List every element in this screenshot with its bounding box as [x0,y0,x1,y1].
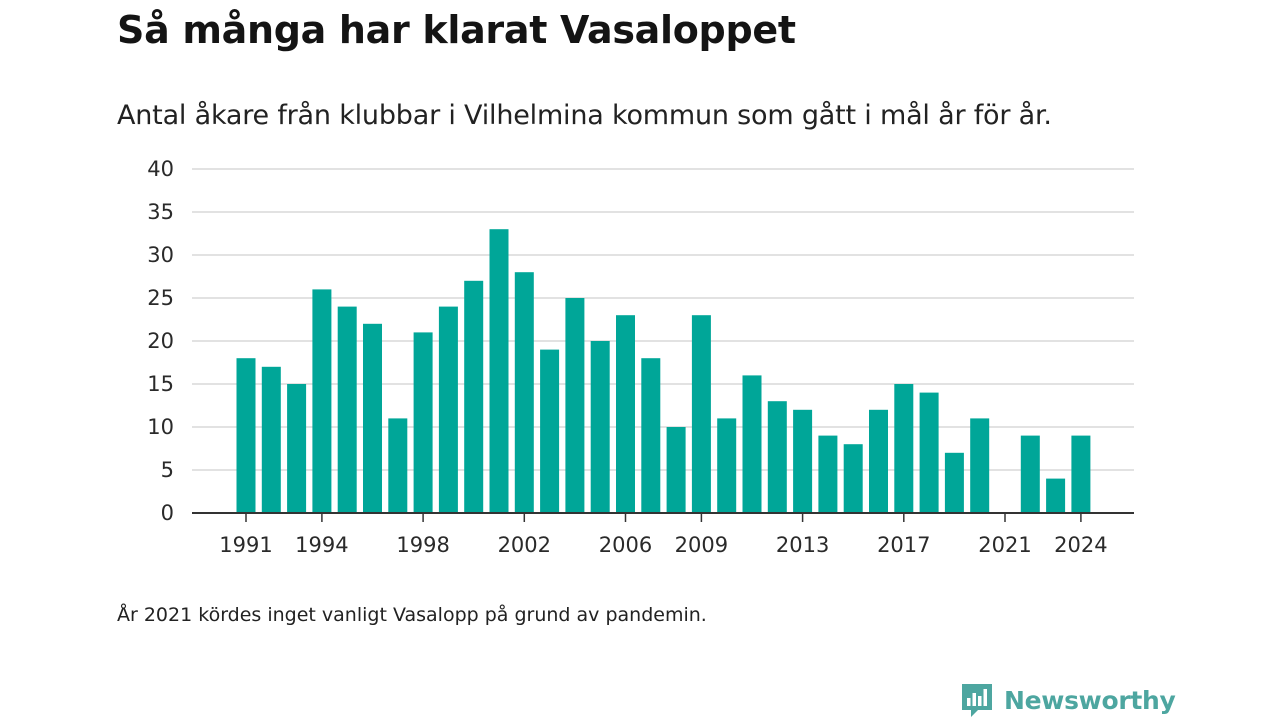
bar-2004 [565,298,585,513]
x-tick-label: 2017 [877,533,930,557]
bar-2009 [691,315,711,513]
bar-2022 [1020,435,1040,513]
bar-2019 [944,452,964,513]
newsworthy-logo-icon [962,684,992,717]
x-tick-label: 2006 [599,533,652,557]
bars [236,229,1091,513]
bar-2020 [970,418,990,513]
y-tick-label: 30 [147,243,174,267]
bar-1995 [337,306,357,513]
bar-1996 [363,323,382,513]
bar-1994 [312,289,332,513]
brand-logo: Newsworthy [960,680,1176,720]
y-tick-label: 40 [147,157,174,181]
brand-name: Newsworthy [1004,685,1176,715]
bar-2000 [464,280,484,513]
bar-1997 [388,418,408,513]
bar-2005 [590,341,610,513]
bar-2006 [616,315,635,513]
bar-2001 [489,229,509,513]
y-tick-label: 20 [147,329,174,353]
footnote: År 2021 kördes inget vanligt Vasalopp på… [117,604,707,626]
bar-2016 [869,409,888,513]
y-tick-label: 5 [161,458,174,482]
bar-chart: 0 5 10 15 20 25 30 35 40 1991 1994 1998 2002 2006 200… [147,157,1134,557]
bar-1992 [261,366,281,513]
bar-2003 [540,349,560,513]
grid-lines [192,168,1134,471]
y-tick-label: 0 [161,501,174,525]
x-tick-label: 2021 [978,533,1031,557]
x-axis-ticks: 1991 1994 1998 2002 2006 2009 2013 2017 2021 2024 [219,513,1108,557]
bar-1999 [438,306,458,513]
chart-title: Så många har klarat Vasaloppet [117,8,796,52]
bar-2011 [742,375,762,513]
bar-2012 [767,401,787,513]
bar-2008 [666,427,686,513]
x-tick-label: 1991 [219,533,272,557]
x-tick-label: 2024 [1054,533,1107,557]
bar-1993 [287,384,307,513]
y-tick-label: 10 [147,415,174,439]
bar-1998 [413,332,433,513]
bar-1991 [236,358,256,513]
y-axis-ticks: 0 5 10 15 20 25 30 35 40 [147,157,174,525]
x-tick-label: 2009 [675,533,728,557]
bar-2015 [843,444,863,513]
x-tick-label: 1994 [295,533,348,557]
bar-2024 [1071,435,1091,513]
bar-2007 [641,358,661,513]
bar-2010 [717,418,737,513]
bar-2017 [894,384,914,513]
bar-2018 [919,392,939,513]
x-tick-label: 1998 [396,533,449,557]
bar-2002 [514,272,534,513]
x-tick-label: 2013 [776,533,829,557]
bar-2023 [1046,478,1066,513]
y-tick-label: 15 [147,372,174,396]
y-tick-label: 35 [147,200,174,224]
x-tick-label: 2002 [498,533,551,557]
y-tick-label: 25 [147,286,174,310]
chart-subtitle: Antal åkare från klubbar i Vilhelmina ko… [117,100,1052,131]
bar-2014 [818,435,838,513]
bar-2013 [793,409,813,513]
